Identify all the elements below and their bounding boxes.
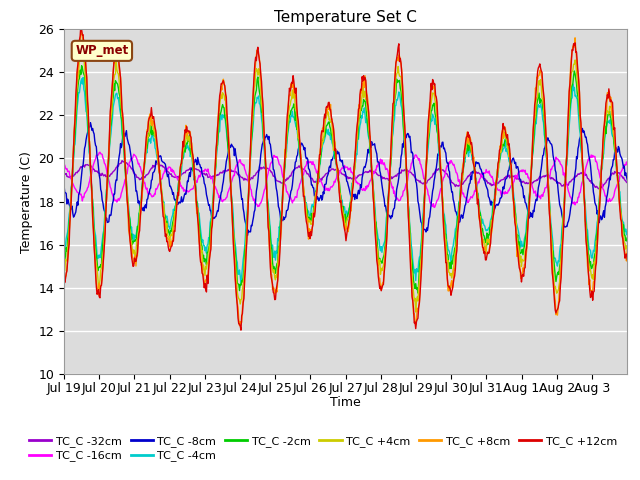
TC_C -4cm (127, 227, 134, 232)
TC_C -32cm (127, 165, 134, 170)
TC_C +8cm (77, 29, 84, 35)
TC_C +8cm (405, 222, 413, 228)
TC_C -32cm (60, 169, 68, 175)
TC_C -4cm (60, 242, 68, 248)
Line: TC_C -16cm: TC_C -16cm (64, 152, 627, 207)
TC_C -2cm (259, 110, 266, 116)
TC_C -32cm (623, 180, 631, 186)
Line: TC_C -4cm: TC_C -4cm (64, 78, 627, 284)
TC_C +12cm (77, 22, 84, 27)
Title: Temperature Set C: Temperature Set C (274, 10, 417, 25)
TC_C -8cm (244, 232, 252, 238)
TC_C -8cm (623, 177, 631, 183)
TC_C -2cm (78, 63, 86, 69)
TC_C +12cm (230, 257, 238, 263)
TC_C -8cm (437, 143, 445, 149)
TC_C -2cm (127, 237, 134, 242)
Line: TC_C -8cm: TC_C -8cm (64, 123, 627, 235)
TC_C +12cm (237, 327, 245, 333)
TC_C -8cm (86, 120, 94, 126)
TC_C -16cm (259, 196, 266, 202)
TC_C -32cm (259, 165, 266, 171)
TC_C -4cm (230, 235, 238, 240)
TC_C -32cm (230, 169, 238, 175)
TC_C +12cm (259, 102, 267, 108)
TC_C -32cm (404, 168, 412, 174)
TC_C -4cm (623, 228, 631, 234)
TC_C -4cm (237, 281, 245, 287)
TC_C -4cm (405, 208, 413, 214)
TC_C +4cm (280, 178, 287, 183)
TC_C +12cm (280, 165, 288, 171)
TC_C +4cm (623, 244, 631, 250)
TC_C -4cm (259, 134, 267, 140)
TC_C -16cm (623, 162, 631, 168)
TC_C -8cm (230, 153, 238, 158)
TC_C -32cm (436, 165, 444, 170)
TC_C -16cm (404, 170, 412, 176)
TC_C +4cm (230, 250, 238, 255)
TC_C -4cm (280, 167, 288, 173)
TC_C +8cm (623, 247, 631, 252)
TC_C -16cm (280, 174, 287, 180)
TC_C +8cm (236, 323, 243, 328)
TC_C +8cm (60, 279, 68, 285)
TC_C -8cm (127, 152, 134, 157)
TC_C -2cm (414, 290, 422, 296)
TC_C +8cm (280, 162, 288, 168)
TC_C -2cm (60, 255, 68, 261)
TC_C -16cm (96, 149, 104, 155)
TC_C -32cm (595, 186, 602, 192)
TC_C -16cm (437, 186, 445, 192)
TC_C -32cm (280, 179, 287, 185)
TC_C +4cm (79, 48, 87, 53)
TC_C +4cm (437, 166, 445, 172)
Line: TC_C +4cm: TC_C +4cm (64, 50, 627, 312)
Y-axis label: Temperature (C): Temperature (C) (20, 151, 33, 252)
TC_C +12cm (405, 229, 413, 235)
Line: TC_C +12cm: TC_C +12cm (64, 24, 627, 330)
TC_C -2cm (437, 171, 445, 177)
X-axis label: Time: Time (330, 396, 361, 409)
TC_C -16cm (127, 156, 134, 162)
TC_C -4cm (79, 75, 87, 81)
Line: TC_C -32cm: TC_C -32cm (64, 161, 627, 189)
TC_C -8cm (259, 140, 267, 145)
Text: WP_met: WP_met (76, 44, 129, 57)
TC_C +4cm (60, 267, 68, 273)
TC_C -4cm (437, 170, 445, 176)
TC_C +12cm (127, 245, 134, 251)
TC_C +8cm (230, 255, 238, 261)
TC_C +4cm (404, 204, 412, 210)
TC_C +8cm (437, 163, 445, 169)
TC_C +4cm (127, 238, 134, 244)
TC_C -8cm (60, 182, 68, 188)
TC_C -8cm (280, 216, 288, 222)
TC_C -16cm (430, 204, 438, 210)
TC_C -16cm (60, 163, 68, 168)
TC_C +12cm (437, 171, 445, 177)
TC_C +4cm (259, 106, 266, 112)
TC_C -8cm (405, 134, 413, 140)
Line: TC_C -2cm: TC_C -2cm (64, 66, 627, 293)
TC_C +4cm (412, 309, 420, 315)
TC_C +8cm (127, 242, 134, 248)
Line: TC_C +8cm: TC_C +8cm (64, 32, 627, 325)
TC_C +12cm (60, 273, 68, 279)
TC_C -2cm (404, 203, 412, 209)
TC_C -16cm (230, 173, 238, 179)
TC_C -2cm (623, 235, 631, 240)
TC_C -2cm (280, 175, 287, 181)
Legend: TC_C -32cm, TC_C -16cm, TC_C -8cm, TC_C -4cm, TC_C -2cm, TC_C +4cm, TC_C +8cm, T: TC_C -32cm, TC_C -16cm, TC_C -8cm, TC_C … (25, 432, 621, 466)
TC_C +12cm (623, 257, 631, 263)
TC_C +8cm (259, 111, 267, 117)
TC_C -2cm (230, 240, 238, 246)
TC_C -32cm (118, 158, 126, 164)
